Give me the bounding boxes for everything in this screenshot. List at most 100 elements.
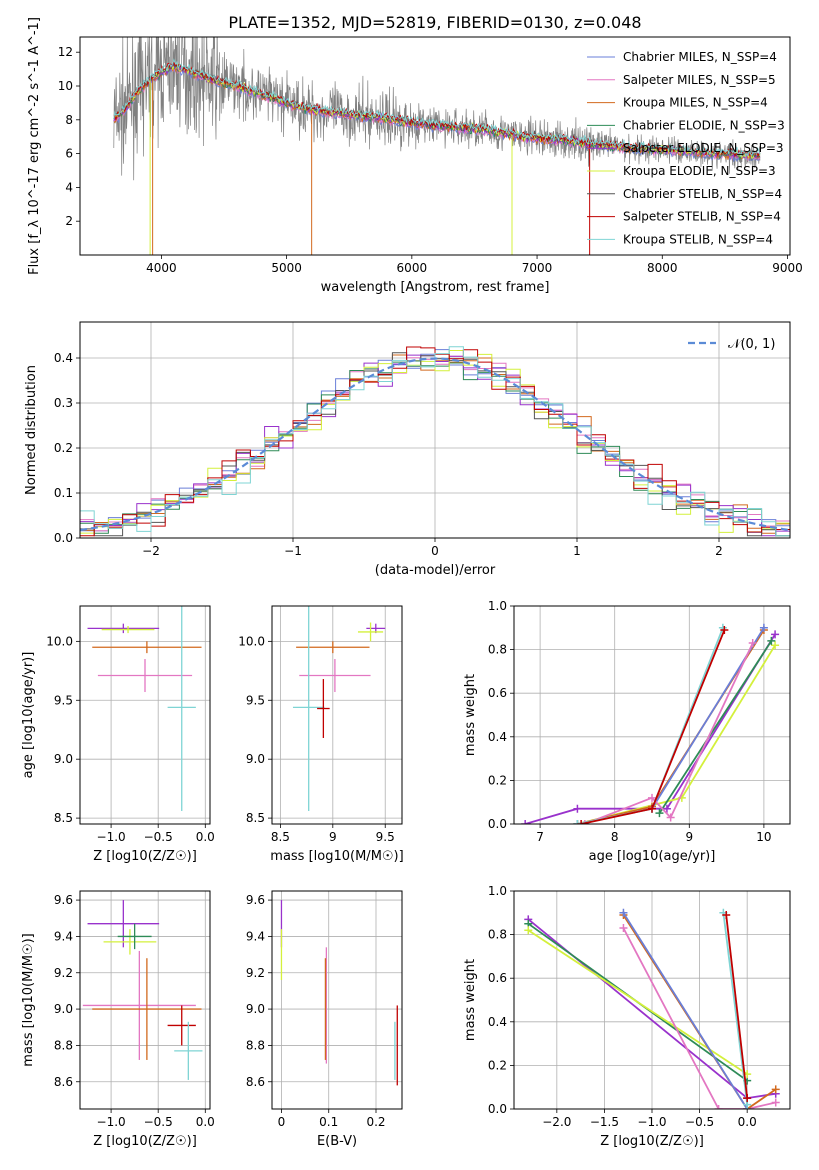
spectrum-plot: 4000 5000 6000 7000 8000 9000 2 4 6 8 10 12 waveleng… [27, 17, 803, 295]
axes-frame [271, 605, 403, 825]
y-tick-label: 9.2 [54, 966, 73, 980]
x-tick-label: −1.0 [637, 1115, 666, 1129]
x-axis-label: Z [log10(Z/Z☉)] [93, 849, 197, 864]
x-axis-label: Z [log10(Z/Z☉)] [600, 1134, 704, 1149]
x-tick-label: 0.0 [196, 830, 215, 844]
x-axis-label: age [log10(age/yr)] [589, 849, 716, 864]
y-axis-label: Normed distribution [24, 365, 39, 495]
plus-marker [771, 630, 780, 639]
y-tick-label: 0.2 [54, 441, 73, 455]
plot-area [280, 900, 398, 1086]
x-tick-label: 2 [715, 544, 723, 558]
plus-marker [666, 813, 675, 822]
y-tick-label: 4 [65, 180, 73, 194]
plus-marker [771, 1085, 780, 1094]
axes-frame [79, 605, 211, 825]
x-tick-label: 8000 [647, 261, 678, 275]
legend-label: Salpeter STELIB, N_SSP=4 [623, 210, 781, 224]
normal-curve [80, 357, 790, 532]
weight-line [622, 927, 776, 1109]
y-tick-label: 1.0 [488, 599, 507, 613]
weight-line [622, 912, 748, 1109]
plus-marker [767, 636, 776, 645]
weight-line [527, 929, 748, 1075]
x-axis-label: mass [log10(M/M☉)] [270, 849, 403, 864]
plus-marker [722, 910, 731, 919]
legend-label: Salpeter ELODIE, N_SSP=3 [623, 141, 784, 155]
x-tick-label: −2.0 [542, 1115, 571, 1129]
error-bar-point [174, 1021, 203, 1080]
y-tick-label: 9.6 [54, 893, 73, 907]
error-bar-point [292, 606, 325, 812]
plus-marker [573, 820, 582, 824]
x-tick-label: −1 [284, 544, 302, 558]
y-tick-label: 0.0 [488, 1102, 507, 1116]
error-bar-point [97, 659, 193, 693]
y-tick-label: 2 [65, 214, 73, 228]
y-tick-label: 8.8 [54, 1038, 73, 1052]
y-tick-label: 9.0 [54, 1002, 73, 1016]
plus-marker [743, 1094, 752, 1103]
y-tick-label: 8.8 [246, 1038, 265, 1052]
y-axis-label: mass [log10(M/M☉)] [21, 933, 36, 1066]
y-tick-label: 8.6 [246, 1075, 265, 1089]
plus-marker [619, 924, 628, 933]
legend-label: 𝒩(0, 1) [728, 337, 775, 352]
y-tick-label: 10.0 [238, 634, 265, 648]
weight-line [577, 627, 724, 824]
plus-marker [720, 625, 729, 634]
legend-label: Salpeter MILES, N_SSP=5 [623, 73, 776, 87]
y-tick-label: 10 [58, 79, 73, 93]
y-axis-label: mass weight [463, 674, 478, 756]
x-tick-label: 0.0 [738, 1115, 757, 1129]
y-tick-label: 6 [65, 147, 73, 161]
y-tick-label: 8 [65, 113, 73, 127]
y-tick-label: 0.4 [54, 351, 73, 365]
weight-line [584, 642, 754, 824]
plus-marker [524, 926, 533, 935]
y-tick-label: 8.5 [246, 811, 265, 825]
weight-vs-z-plot: −2.0 −1.5 −1.0 −0.5 0.0 0.0 0.2 0.4 0.6 0.8 1.0 Z [… [463, 884, 791, 1149]
x-tick-label: 9 [329, 830, 337, 844]
age-vs-mass-plot: 8.5 9 9.5 8.5 9.0 9.5 10.0 mass [log10(M/M☉)] [238, 605, 404, 864]
error-bar-point [296, 641, 370, 654]
plot-area [292, 606, 386, 812]
plus-marker [771, 1098, 780, 1107]
x-tick-label: 4000 [146, 261, 177, 275]
plus-marker [748, 639, 757, 648]
legend-label: Kroupa STELIB, N_SSP=4 [623, 232, 773, 246]
x-tick-label: 9.5 [376, 830, 395, 844]
weight-line [577, 644, 776, 824]
y-tick-label: 10.0 [46, 634, 73, 648]
residual-histogram [80, 346, 790, 537]
legend-label: Kroupa ELODIE, N_SSP=3 [623, 164, 776, 178]
mass-vs-z-plot: −1.0 −0.5 0.0 8.6 8.8 9.0 9.2 9.4 9.6 Z [log10(Z/… [21, 890, 215, 1149]
x-tick-label: 6000 [397, 261, 428, 275]
error-bar-point [357, 622, 384, 642]
error-bar-point [117, 923, 152, 950]
y-tick-label: 9.0 [54, 752, 73, 766]
y-tick-label: 0.8 [488, 928, 507, 942]
axes-frame [513, 605, 791, 825]
x-axis-label: wavelength [Angstrom, rest frame] [321, 280, 550, 295]
x-tick-label: −0.5 [144, 830, 173, 844]
axes-frame [271, 890, 403, 1110]
legend-label: Chabrier ELODIE, N_SSP=3 [623, 118, 785, 132]
legend-label: Kroupa MILES, N_SSP=4 [623, 96, 768, 110]
error-bar-point [101, 626, 155, 634]
x-tick-label: 0.1 [319, 1115, 338, 1129]
y-axis-label: mass weight [463, 959, 478, 1041]
x-tick-label: 1 [573, 544, 581, 558]
x-axis-label: (data-model)/error [375, 563, 496, 578]
model-spectrum [113, 60, 760, 158]
y-tick-label: 0.6 [488, 971, 507, 985]
error-bar-point [82, 950, 196, 1060]
y-tick-label: 0.4 [488, 1015, 507, 1029]
model-spectrum [113, 58, 761, 158]
error-bar-point [317, 679, 330, 738]
x-tick-label: −2 [142, 544, 160, 558]
x-tick-label: 0 [431, 544, 439, 558]
plot-area [524, 908, 780, 1109]
y-tick-label: 0.0 [54, 531, 73, 545]
